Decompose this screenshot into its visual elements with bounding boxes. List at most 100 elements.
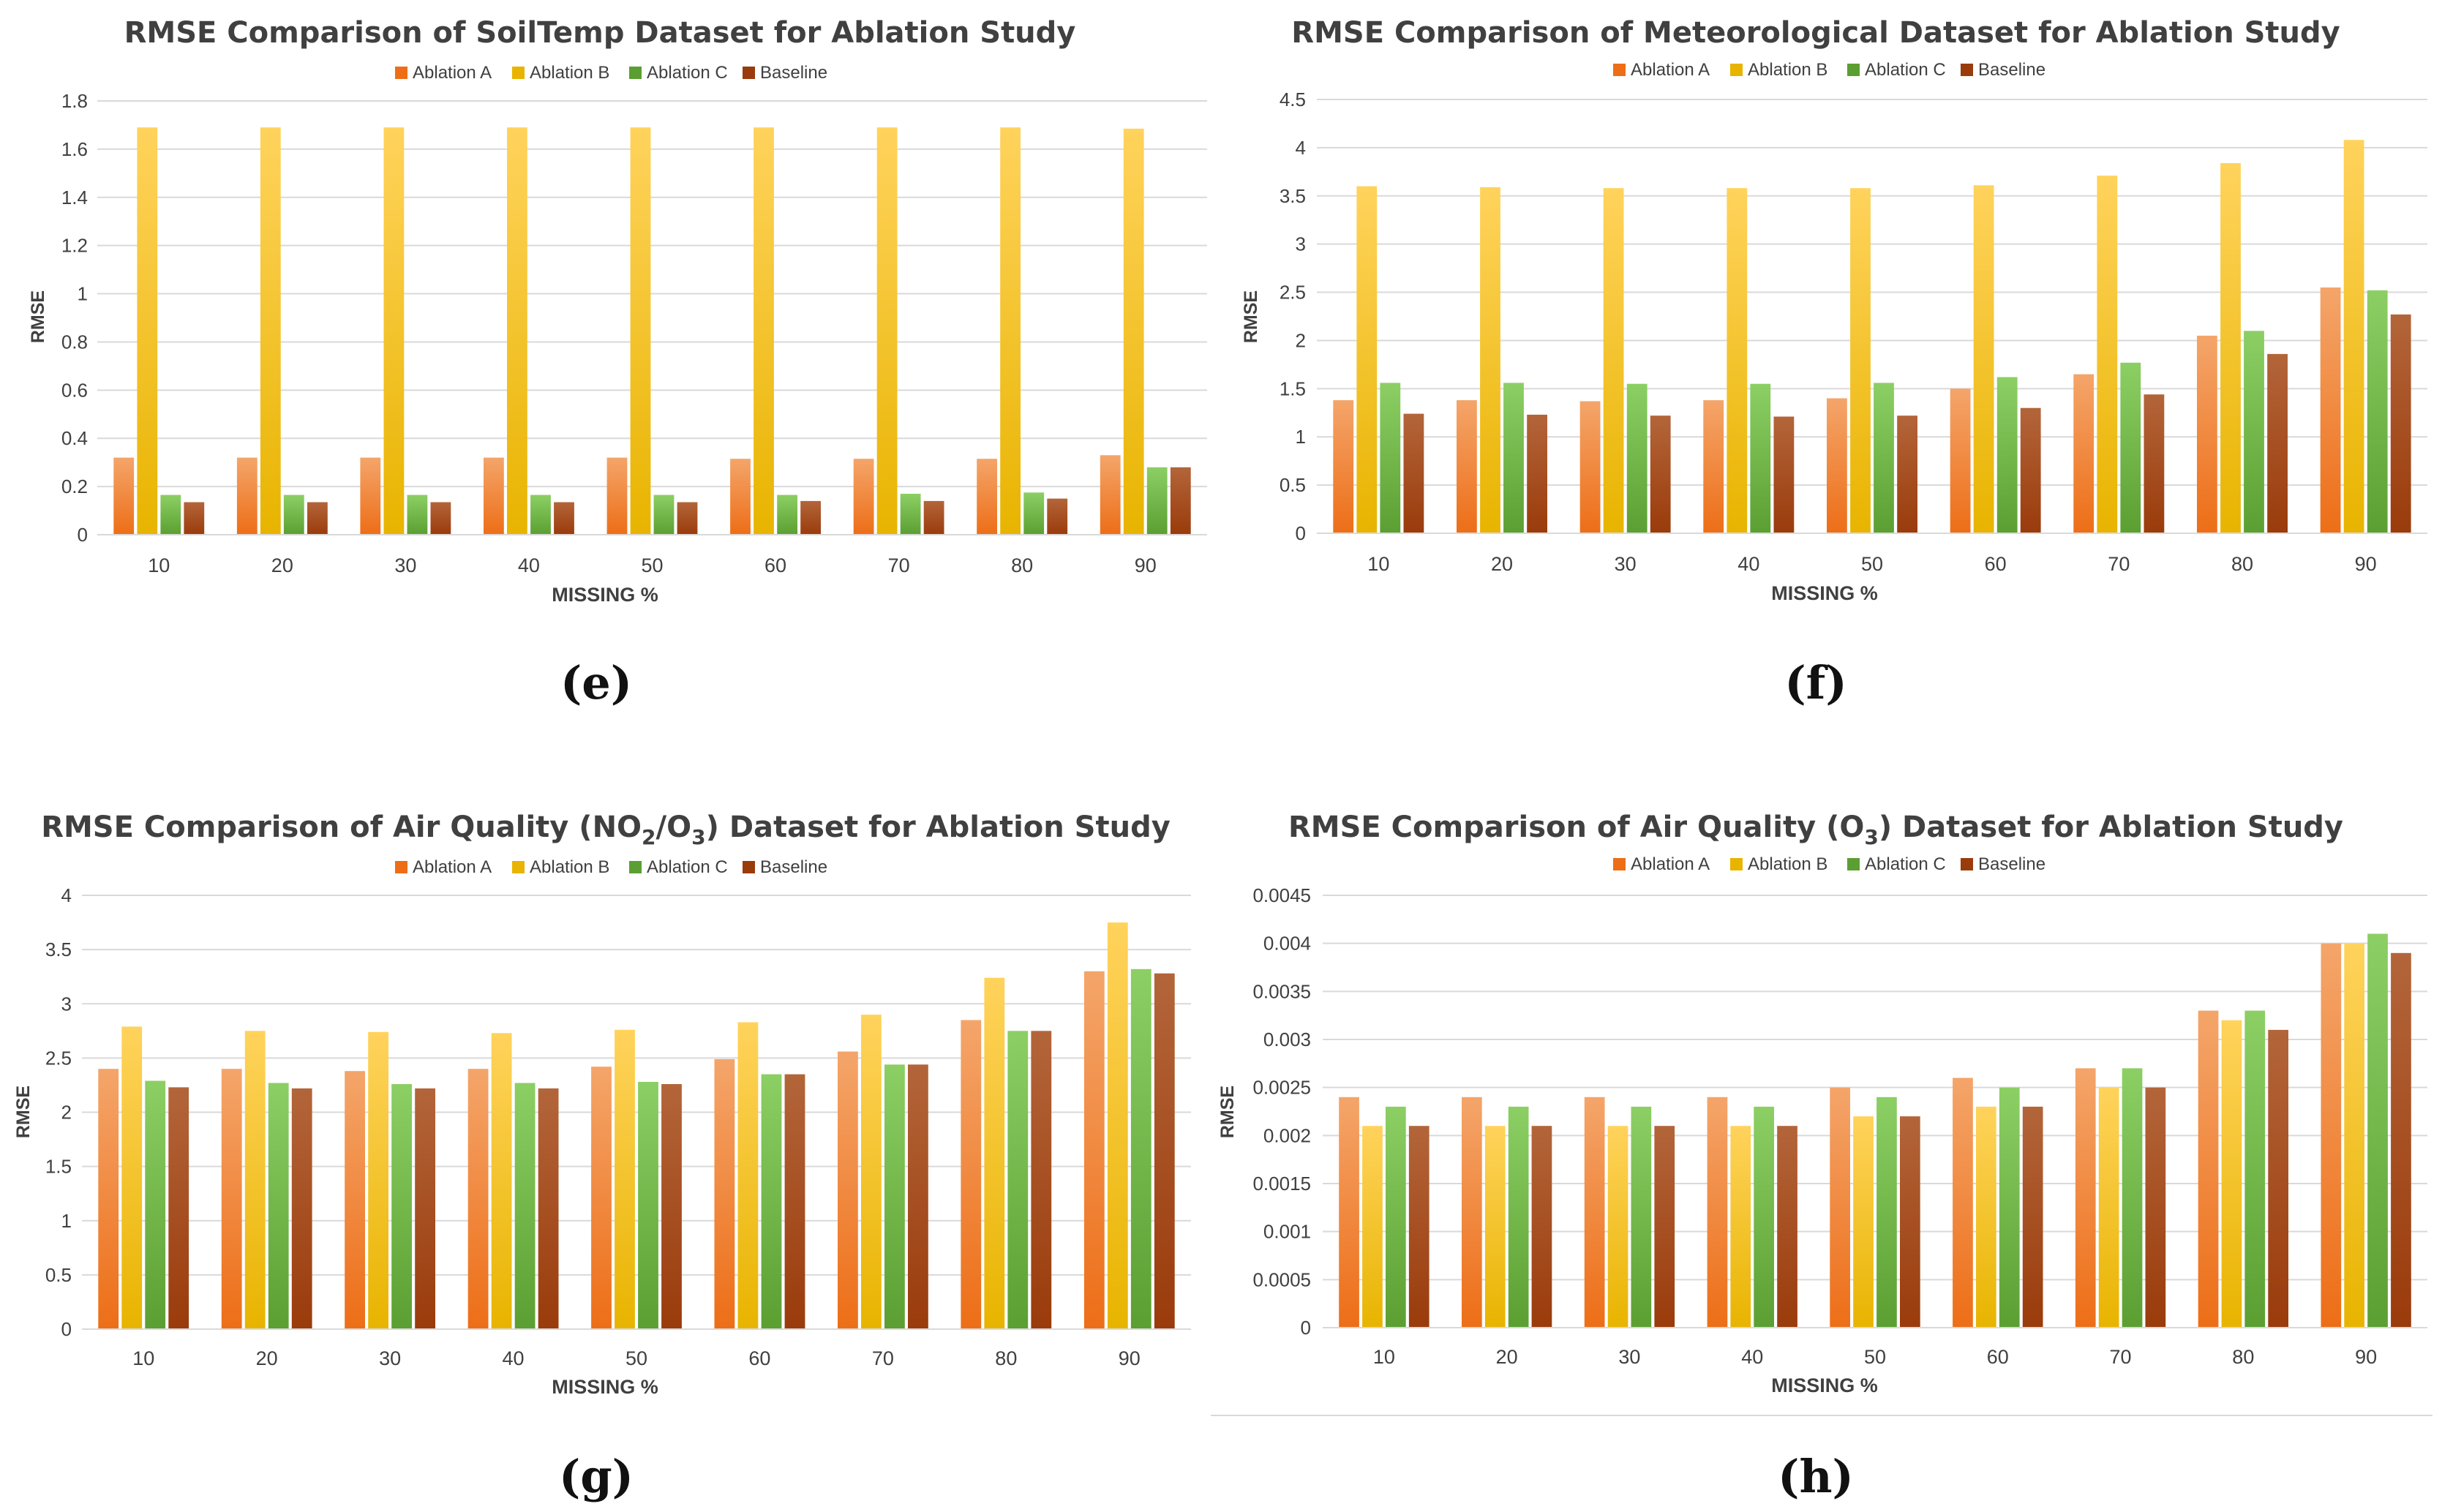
bar-ablation-c-90 <box>2367 933 2388 1328</box>
bar-ablation-a-30 <box>360 457 381 535</box>
bar-ablation-a-70 <box>2073 374 2095 533</box>
chart-panel-h: RMSE Comparison of Air Quality (O3) Data… <box>1211 810 2432 1503</box>
y-axis-label: RMSE <box>28 290 48 343</box>
bar-baseline-90 <box>1154 973 1175 1329</box>
y-tick-label: 0.5 <box>1280 474 1306 496</box>
bar-ablation-b-40 <box>1730 1126 1751 1328</box>
y-axis-label: RMSE <box>1241 290 1261 343</box>
bar-ablation-c-30 <box>407 494 428 535</box>
bar-baseline-80 <box>2268 1029 2288 1328</box>
bar-ablation-b-90 <box>2344 943 2364 1328</box>
y-tick-label: 0.8 <box>61 331 88 353</box>
bar-ablation-c-90 <box>1146 467 1168 535</box>
legend-swatch <box>743 67 755 79</box>
x-tick-label: 90 <box>2355 553 2377 575</box>
bar-ablation-c-10 <box>145 1080 166 1329</box>
chart-panel-f: RMSE Comparison of Meteorological Datase… <box>1241 16 2427 710</box>
legend-swatch <box>629 67 642 79</box>
y-tick-label: 2.5 <box>45 1047 72 1069</box>
bar-ablation-b-70 <box>2097 176 2118 533</box>
legend-swatch <box>395 67 407 79</box>
bar-ablation-c-50 <box>638 1082 658 1329</box>
bar-baseline-10 <box>1408 1126 1429 1328</box>
bar-ablation-a-40 <box>1707 1097 1728 1328</box>
bar-ablation-a-90 <box>2321 943 2342 1328</box>
x-tick-label: 10 <box>1367 553 1389 575</box>
y-tick-label: 3.5 <box>45 939 72 960</box>
y-tick-label: 0.004 <box>1263 933 1311 955</box>
legend-label: Baseline <box>760 63 827 83</box>
bar-baseline-50 <box>677 502 698 535</box>
x-tick-label: 60 <box>748 1347 770 1369</box>
bar-baseline-40 <box>1777 1126 1797 1328</box>
bar-ablation-b-60 <box>737 1022 759 1329</box>
bar-ablation-c-60 <box>777 494 797 535</box>
bar-ablation-a-90 <box>2320 287 2341 533</box>
bar-ablation-c-20 <box>268 1083 289 1329</box>
x-tick-label: 70 <box>888 554 910 576</box>
y-tick-label: 0.6 <box>61 379 88 401</box>
bar-ablation-c-80 <box>2244 331 2264 533</box>
y-tick-label: 2 <box>1296 329 1306 351</box>
bar-ablation-a-40 <box>467 1069 489 1329</box>
y-tick-label: 0 <box>78 524 88 546</box>
x-axis-label: MISSING % <box>1771 1374 1878 1396</box>
bar-ablation-a-80 <box>2197 335 2217 533</box>
legend: Ablation A Ablation B Ablation C Baseline <box>395 63 827 83</box>
legend-label: Ablation C <box>647 857 728 877</box>
legend-label: Baseline <box>1978 854 2045 874</box>
bar-ablation-b-90 <box>1123 128 1144 535</box>
bar-ablation-b-50 <box>615 1029 635 1329</box>
bar-baseline-30 <box>1654 1126 1675 1328</box>
legend-label: Ablation B <box>1748 854 1827 874</box>
y-tick-label: 1.6 <box>61 138 88 160</box>
y-tick-label: 4 <box>61 884 72 906</box>
y-tick-label: 0.4 <box>61 427 88 449</box>
bar-ablation-c-40 <box>514 1083 536 1329</box>
bar-ablation-c-40 <box>1750 383 1771 533</box>
chart-title: RMSE Comparison of Air Quality (O3) Data… <box>1288 810 2343 849</box>
x-tick-label: 40 <box>1737 553 1759 575</box>
bar-ablation-c-90 <box>1130 968 1152 1329</box>
bar-baseline-10 <box>184 502 205 535</box>
bar-ablation-b-40 <box>1727 188 1748 533</box>
legend-label: Ablation A <box>1631 60 1710 80</box>
legend-swatch <box>743 861 755 873</box>
bar-ablation-c-60 <box>761 1074 782 1329</box>
legend-label: Ablation A <box>413 63 492 83</box>
legend-label: Ablation C <box>1865 60 1946 80</box>
x-tick-label: 80 <box>1011 554 1033 576</box>
bar-ablation-b-50 <box>1850 188 1871 533</box>
bar-ablation-b-70 <box>876 127 898 535</box>
bar-ablation-c-80 <box>1023 492 1045 535</box>
bar-baseline-70 <box>923 500 944 535</box>
bar-ablation-a-10 <box>98 1069 119 1329</box>
legend-label: Baseline <box>1978 60 2045 80</box>
bar-ablation-a-80 <box>2198 1010 2219 1328</box>
bar-ablation-c-40 <box>1754 1106 1774 1328</box>
bar-baseline-50 <box>661 1084 682 1329</box>
bar-ablation-b-20 <box>260 127 281 535</box>
x-tick-label: 90 <box>2355 1346 2377 1368</box>
x-tick-label: 50 <box>1864 1346 1886 1368</box>
bar-ablation-a-50 <box>1830 1087 1850 1328</box>
x-tick-label: 80 <box>2232 1346 2254 1368</box>
y-tick-label: 2.5 <box>1280 282 1306 304</box>
bar-ablation-a-50 <box>1827 398 1847 533</box>
bar-baseline-20 <box>291 1088 312 1329</box>
x-tick-label: 20 <box>1496 1346 1518 1368</box>
y-tick-label: 0.003 <box>1263 1028 1311 1050</box>
legend-label: Ablation A <box>1631 854 1710 874</box>
bar-ablation-b-50 <box>630 127 651 535</box>
x-tick-label: 80 <box>995 1347 1017 1369</box>
x-tick-label: 70 <box>2108 553 2130 575</box>
y-tick-label: 1.8 <box>61 90 88 112</box>
y-tick-label: 0.002 <box>1263 1124 1311 1146</box>
bar-baseline-60 <box>800 500 821 535</box>
bar-ablation-b-80 <box>984 977 1005 1329</box>
bar-baseline-70 <box>2145 1087 2166 1328</box>
bar-ablation-a-10 <box>1339 1097 1359 1328</box>
y-tick-label: 3.5 <box>1280 185 1306 207</box>
y-tick-label: 2 <box>61 1102 72 1124</box>
